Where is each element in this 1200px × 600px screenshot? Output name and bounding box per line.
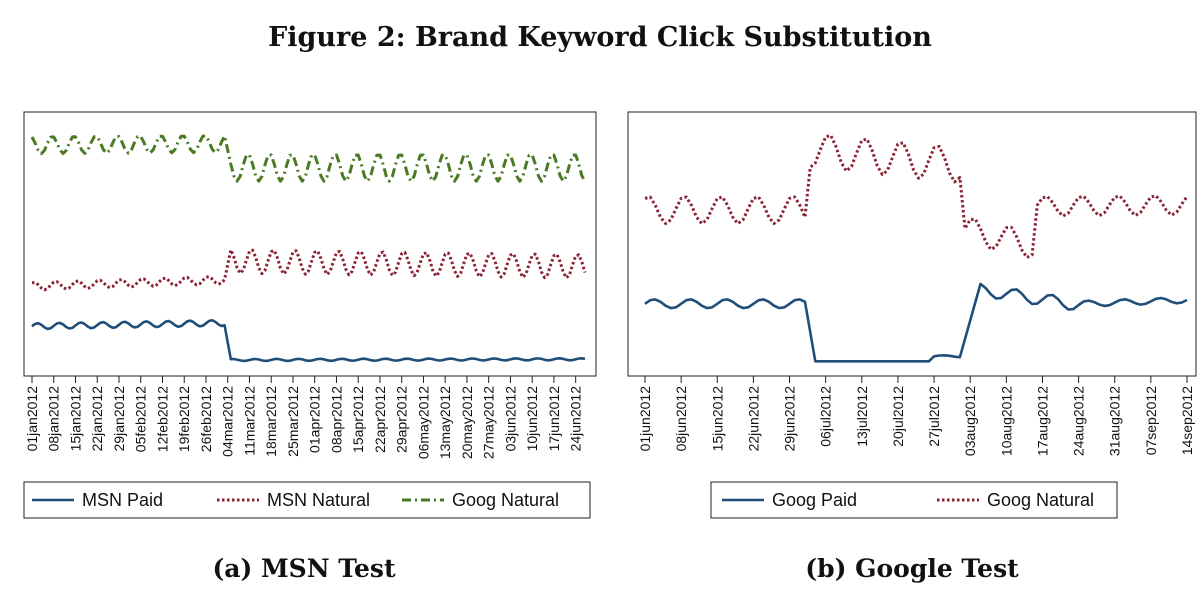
series-line-goog-paid [644, 282, 1188, 363]
x-tick-label: 01jun2012 [637, 386, 653, 452]
x-tick-label: 01apr2012 [307, 386, 323, 453]
x-tick-label: 08jan2012 [46, 386, 62, 452]
x-tick-label: 07sep2012 [1143, 386, 1159, 456]
x-tick-label: 26feb2012 [198, 386, 214, 452]
x-axis-b: 01jun2012 08jun2012 15jun2012 22jun2012 29ju… [637, 376, 1195, 456]
legend-label: MSN Paid [82, 490, 163, 510]
legend-label: Goog Natural [452, 490, 559, 510]
x-tick-label: 15jan2012 [68, 386, 84, 452]
legend-box-a [23, 481, 591, 519]
series-line-goog-natural [644, 134, 1189, 259]
series-line-msn-natural [31, 248, 587, 292]
x-tick-label: 06jul2012 [818, 386, 834, 447]
plot-area-b [627, 111, 1197, 377]
x-tick-label: 29jan2012 [111, 386, 127, 452]
x-tick-label: 03aug2012 [962, 386, 978, 456]
x-tick-label: 17jun2012 [546, 386, 562, 452]
caption-a: (a) MSN Test [212, 554, 396, 583]
panel-msn-test: 01jan2012 08jan2012 15jan2012 22jan2012 29ja… [23, 111, 597, 583]
x-tick-label: 20may2012 [459, 386, 475, 459]
legend-label: Goog Natural [987, 490, 1094, 510]
x-tick-label: 25mar2012 [285, 386, 301, 457]
legend-label: Goog Paid [772, 490, 857, 510]
x-tick-label: 10aug2012 [998, 386, 1014, 456]
caption-b: (b) Google Test [805, 554, 1019, 583]
x-tick-label: 20jul2012 [890, 386, 906, 447]
x-tick-label: 05feb2012 [133, 386, 149, 452]
x-tick-label: 13may2012 [437, 386, 453, 459]
x-tick-label: 17aug2012 [1035, 386, 1051, 456]
legend-a: MSN Paid MSN Natural Goog Natural [32, 490, 559, 510]
legend-b: Goog Paid Goog Natural [722, 490, 1094, 510]
x-tick-label: 14sep2012 [1179, 386, 1195, 456]
series-line-goog-natural [30, 134, 587, 183]
x-tick-label: 15apr2012 [350, 386, 366, 453]
x-tick-label: 29apr2012 [394, 386, 410, 453]
x-tick-label: 08apr2012 [329, 386, 345, 453]
x-tick-label: 03jun2012 [502, 386, 518, 452]
x-tick-label: 22jan2012 [89, 386, 105, 452]
panel-google-test: 01jun2012 08jun2012 15jun2012 22jun2012 29ju… [627, 111, 1197, 583]
series-group-a [30, 134, 587, 363]
legend-label: MSN Natural [267, 490, 370, 510]
x-tick-label: 11mar2012 [242, 386, 258, 456]
series-line-msn-paid [31, 318, 586, 363]
x-tick-label: 27jul2012 [926, 386, 942, 447]
figure-title: Figure 2: Brand Keyword Click Substituti… [268, 22, 932, 53]
x-tick-label: 24jun2012 [568, 386, 584, 452]
x-tick-label: 12feb2012 [155, 386, 171, 452]
x-tick-label: 27may2012 [481, 386, 497, 459]
x-tick-label: 19feb2012 [176, 386, 192, 452]
x-tick-label: 06may2012 [415, 386, 431, 459]
x-axis-a: 01jan2012 08jan2012 15jan2012 22jan2012 29ja… [24, 376, 584, 459]
x-tick-label: 22apr2012 [372, 386, 388, 453]
x-tick-label: 13jul2012 [854, 386, 870, 447]
legend-box-b [710, 481, 1118, 519]
x-tick-label: 10jun2012 [524, 386, 540, 452]
x-tick-label: 22jun2012 [745, 386, 761, 452]
x-tick-label: 01jan2012 [24, 386, 40, 452]
x-tick-label: 08jun2012 [673, 386, 689, 452]
x-tick-label: 15jun2012 [709, 386, 725, 452]
x-tick-label: 18mar2012 [263, 386, 279, 457]
series-group-b [644, 134, 1189, 363]
x-tick-label: 31aug2012 [1107, 386, 1123, 456]
x-tick-label: 24aug2012 [1071, 386, 1087, 456]
x-tick-label: 04mar2012 [220, 386, 236, 457]
x-tick-label: 29jun2012 [782, 386, 798, 452]
